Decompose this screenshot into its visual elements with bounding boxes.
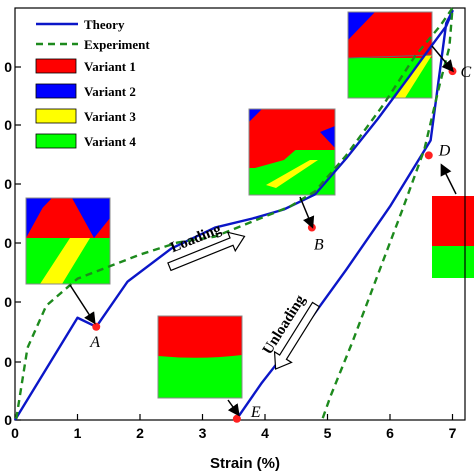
inset-right xyxy=(432,196,474,278)
marker-label-d: D xyxy=(438,142,451,159)
x-axis-title: Strain (%) xyxy=(210,455,280,472)
series-line-experiment xyxy=(15,6,454,420)
legend-experiment: Experiment xyxy=(84,37,150,52)
x-tick-label: 5 xyxy=(324,425,332,441)
y-tick-label: 0 xyxy=(4,235,12,251)
legend: Theory Experiment Variant 1 Variant 2 Va… xyxy=(35,17,150,149)
inset-left xyxy=(25,197,111,285)
y-tick-label: 0 xyxy=(4,294,12,310)
legend-variant-3: Variant 3 xyxy=(84,109,136,124)
legend-variant-2: Variant 2 xyxy=(84,84,136,99)
x-axis: 0 1 2 3 4 5 6 7 xyxy=(11,414,457,441)
marker-point-e xyxy=(232,414,241,423)
inset-pointers xyxy=(69,45,457,417)
marker-label-e: E xyxy=(250,404,261,421)
series-layer xyxy=(13,6,454,421)
marker-label-a: A xyxy=(89,334,100,351)
legend-variant-4: Variant 4 xyxy=(84,134,136,149)
y-tick-label: 0 xyxy=(4,117,12,133)
legend-theory: Theory xyxy=(84,17,125,32)
inset-bottom-middle xyxy=(157,315,243,399)
x-tick-label: 3 xyxy=(199,425,207,441)
x-tick-label: 4 xyxy=(261,425,269,441)
marker-point-a xyxy=(92,322,101,331)
x-tick-label: 7 xyxy=(449,425,457,441)
x-tick-label: 1 xyxy=(74,425,82,441)
series-line-theory xyxy=(13,9,454,421)
marker-label-b: B xyxy=(314,237,324,254)
y-tick-label: 0 xyxy=(4,354,12,370)
x-tick-label: 0 xyxy=(11,425,19,441)
x-tick-label: 6 xyxy=(386,425,394,441)
inset-top-right xyxy=(347,11,433,99)
marker-point-d xyxy=(424,151,433,160)
marker-label-c: C xyxy=(461,64,472,81)
inset-upper-middle xyxy=(248,108,336,196)
unloading-annotation: Unloading xyxy=(260,292,321,370)
y-tick-label: 0 xyxy=(4,176,12,192)
x-tick-label: 2 xyxy=(136,425,144,441)
y-tick-label: 0 xyxy=(4,412,12,428)
y-axis: 0 0 0 0 0 0 0 xyxy=(4,59,21,428)
legend-variant-1: Variant 1 xyxy=(84,59,136,74)
y-tick-label: 0 xyxy=(4,59,12,75)
